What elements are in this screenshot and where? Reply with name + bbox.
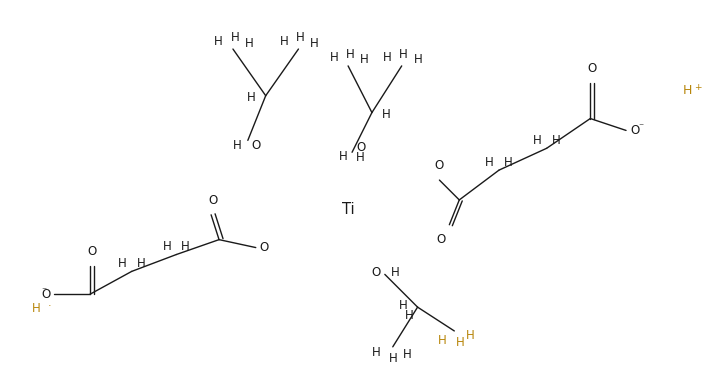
Text: O: O	[435, 159, 444, 172]
Text: H: H	[383, 52, 392, 64]
Text: O: O	[372, 266, 380, 279]
Text: H: H	[296, 31, 305, 44]
Text: H: H	[552, 134, 560, 147]
Text: H: H	[382, 108, 391, 121]
Text: H: H	[456, 337, 465, 349]
Text: H: H	[466, 329, 475, 342]
Text: H: H	[136, 257, 145, 270]
Text: H: H	[405, 309, 414, 321]
Text: O: O	[356, 141, 365, 154]
Text: H: H	[356, 151, 365, 164]
Text: H: H	[247, 91, 256, 104]
Text: H: H	[485, 156, 494, 169]
Text: O: O	[260, 241, 269, 254]
Text: ⁻: ⁻	[638, 122, 643, 132]
Text: H: H	[438, 334, 446, 348]
Text: H: H	[245, 37, 253, 50]
Text: H: H	[280, 34, 289, 48]
Text: H: H	[388, 352, 397, 365]
Text: ⁻: ⁻	[41, 286, 46, 296]
Text: +: +	[695, 83, 702, 92]
Text: O: O	[436, 233, 445, 246]
Text: H: H	[329, 52, 338, 64]
Text: O: O	[588, 62, 597, 75]
Text: H: H	[414, 53, 422, 66]
Text: H: H	[504, 156, 513, 169]
Text: H: H	[214, 34, 223, 48]
Text: H: H	[181, 240, 190, 253]
Text: H: H	[399, 299, 408, 312]
Text: H: H	[233, 139, 242, 152]
Text: H: H	[399, 47, 408, 61]
Text: O: O	[252, 139, 261, 152]
Text: H: H	[162, 240, 171, 253]
Text: H: H	[533, 134, 542, 147]
Text: H: H	[230, 31, 239, 44]
Text: H: H	[118, 257, 127, 270]
Text: H: H	[339, 150, 348, 163]
Text: H: H	[360, 53, 369, 66]
Text: H: H	[391, 266, 399, 279]
Text: H: H	[372, 346, 380, 359]
Text: O: O	[630, 124, 639, 137]
Text: O: O	[209, 194, 218, 207]
Text: H: H	[346, 47, 355, 61]
Text: O: O	[87, 246, 97, 258]
Text: Ti: Ti	[342, 202, 355, 217]
Text: H: H	[310, 37, 319, 50]
Text: H: H	[683, 84, 692, 97]
Text: H: H	[32, 302, 40, 315]
Text: O: O	[41, 288, 51, 301]
Text: H: H	[403, 348, 412, 361]
Text: ·: ·	[48, 301, 51, 311]
